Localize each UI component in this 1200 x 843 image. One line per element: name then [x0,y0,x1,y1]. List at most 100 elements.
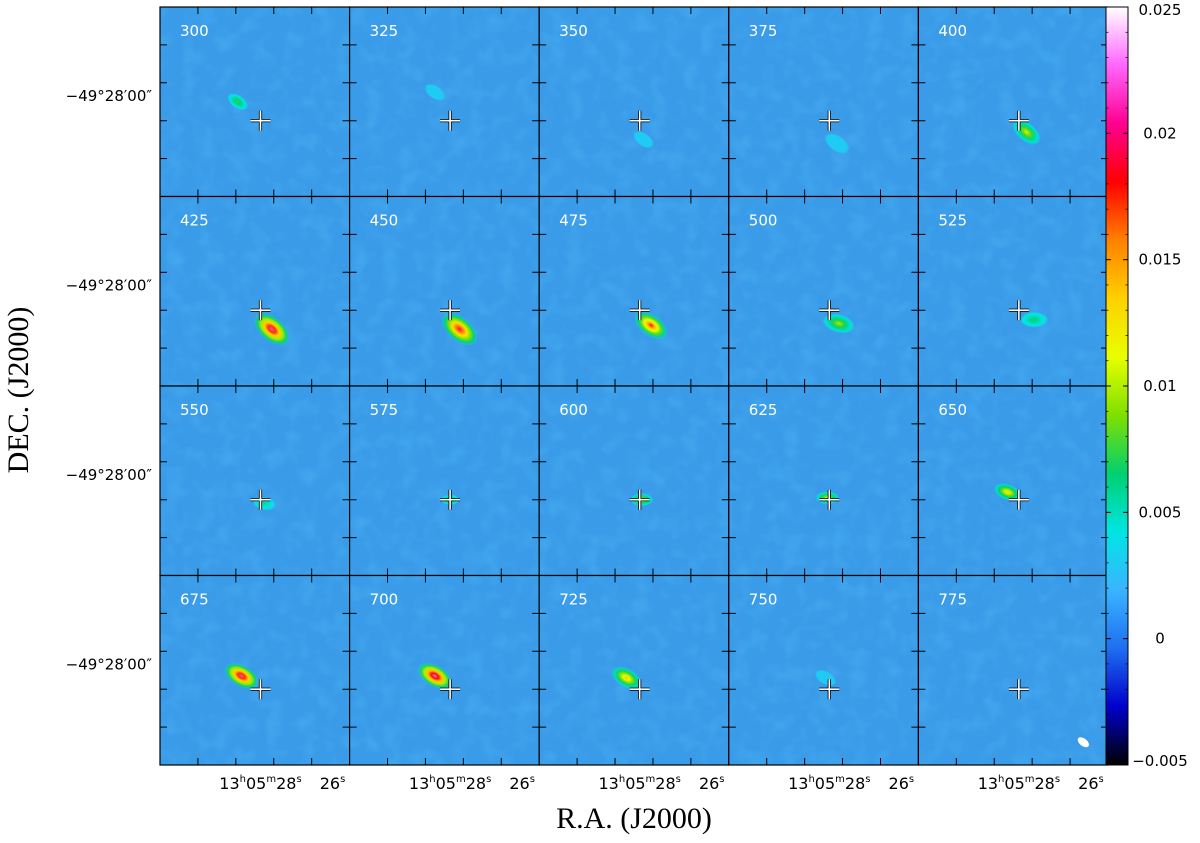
channel-velocity-label: 525 [938,212,967,230]
channel-velocity-label: 300 [180,22,209,40]
position-cross-marker [1008,679,1029,700]
position-cross-marker [250,110,271,131]
emission-blob [441,312,478,346]
x-tick-label: 13h05m28s [219,774,301,793]
beam-ellipse [1077,737,1089,748]
colorbar-tick-label: 0.015 [1139,251,1182,269]
panel-noise [160,196,350,386]
panel-noise [160,386,350,576]
channel-velocity-label: 575 [370,401,399,419]
channel-panel-525: 525 [917,195,1109,387]
x-tick-label: 26s [1078,774,1104,793]
emission-blob [824,132,850,154]
x-tick-label: 26s [889,774,915,793]
channel-panel-650: 650 [917,385,1109,577]
panel-noise [539,196,729,386]
channel-panel-725: 725 [538,574,730,766]
position-cross-marker [819,679,840,700]
panel-noise [918,386,1108,576]
emission-blob [611,666,642,690]
x-tick-label: 26s [320,774,346,793]
position-cross-marker [819,300,840,321]
panel-noise [349,196,540,386]
channel-velocity-label: 325 [370,22,399,40]
channel-velocity-label: 775 [938,591,967,609]
position-cross-marker [250,300,271,321]
position-cross-marker [1008,489,1029,510]
colorbar-tick-label: 0 [1155,630,1165,648]
panel-noise [728,386,919,576]
channel-velocity-label: 450 [370,212,399,230]
channel-velocity-label: 400 [938,22,967,40]
channel-panel-400: 400 [917,6,1109,198]
emission-blob [227,93,249,111]
channel-panel-425: 425 [159,195,351,387]
channel-panel-375: 375 [728,6,919,198]
emission-blob [815,491,840,505]
channel-velocity-label: 475 [559,212,588,230]
emission-blob [993,483,1022,502]
colorbar-tick-label: 0.01 [1143,377,1176,395]
channel-panel-500: 500 [728,195,919,387]
channel-panel-700: 700 [349,574,540,766]
channel-panel-625: 625 [728,385,919,577]
position-cross-marker [629,300,650,321]
colorbar-tick-label: 0.02 [1143,124,1176,142]
colorbar: 0.025 0.02 0.015 0.01 0.005 0 −0.005 [1105,1,1188,770]
channel-panel-325: 325 [349,6,540,198]
panel-noise [539,386,729,576]
channel-panel-750: 750 [728,574,919,766]
emission-blob [424,83,446,101]
panel-noise [728,7,919,197]
channel-velocity-label: 500 [749,212,778,230]
channel-panel-350: 350 [538,6,730,198]
position-cross-marker [1008,300,1029,321]
colorbar-tick-label: 0.025 [1139,1,1182,19]
x-tick-label: 13h05m28s [788,774,870,793]
panel-noise [349,7,540,197]
channel-panel-475: 475 [538,195,730,387]
channel-velocity-label: 350 [559,22,588,40]
panel-noise [728,196,919,386]
channel-velocity-label: 650 [938,401,967,419]
x-axis-label: R.A. (J2000) [556,802,712,835]
position-cross-marker [250,679,271,700]
channel-panel-675: 675 [159,574,351,766]
panel-noise [349,386,540,576]
emission-blob [814,669,837,687]
position-cross-marker [819,110,840,131]
position-cross-marker [629,110,650,131]
position-cross-marker [629,679,650,700]
axes-layer: −49°28′00″ −49°28′00″ −49°28′00″ −49°28′00″… [66,87,1104,793]
panel-noise [539,7,729,197]
position-cross-marker [250,489,271,510]
panel-grid: 300 325 350 375 400 425 450 475 500 525 550 575 600 6… [159,6,1109,766]
channel-velocity-label: 425 [180,212,209,230]
emission-blob [224,662,259,690]
position-cross-marker [440,110,461,131]
panel-noise [160,7,350,197]
panel-noise [539,575,729,765]
colorbar-tick-label: 0.005 [1139,503,1182,521]
position-cross-marker [440,300,461,321]
position-cross-marker [819,489,840,510]
channel-panel-550: 550 [159,385,351,577]
x-tick-label: 13h05m28s [978,774,1060,793]
channel-velocity-label: 750 [749,591,778,609]
panel-noise [918,196,1108,386]
channel-panel-575: 575 [349,385,540,577]
channel-panel-300: 300 [159,6,351,198]
channel-velocity-label: 550 [180,401,209,419]
y-tick-label: −49°28′00″ [66,656,153,674]
x-tick-label: 13h05m28s [409,774,491,793]
emission-blob [253,312,290,346]
panel-noise [918,7,1108,197]
y-axis-label: DEC. (J2000) [2,307,35,474]
colorbar-tick-label: −0.005 [1132,752,1188,770]
channel-panel-450: 450 [349,195,540,387]
channel-velocity-label: 675 [180,591,209,609]
x-tick-label: 13h05m28s [598,774,680,793]
position-cross-marker [440,489,461,510]
